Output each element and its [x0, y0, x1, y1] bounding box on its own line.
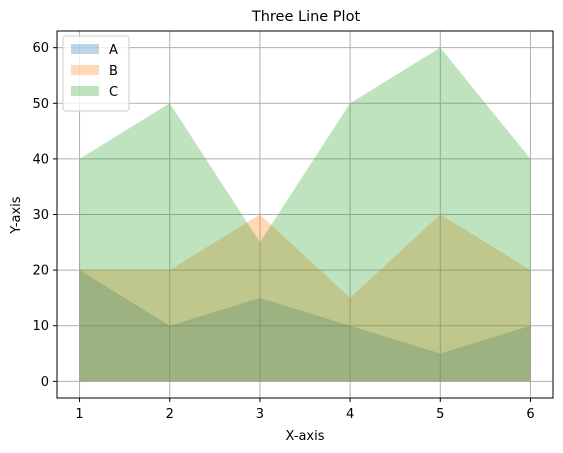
legend-label-b: B	[109, 64, 118, 79]
legend-label-a: A	[109, 43, 118, 58]
y-tick-label-30: 30	[32, 208, 49, 223]
x-axis-ticks: 1 2 3 4 5 6	[75, 398, 535, 422]
x-tick-label-2: 2	[166, 407, 174, 422]
area-series-a	[79, 270, 531, 382]
y-tick-label-40: 40	[32, 152, 49, 167]
x-axis-label: X-axis	[286, 429, 325, 444]
y-tick-label-20: 20	[32, 264, 49, 279]
grid	[57, 31, 553, 398]
y-tick-label-50: 50	[32, 97, 49, 112]
area-series-layer	[79, 47, 531, 382]
legend-swatch-a	[71, 44, 99, 54]
x-tick-label-6: 6	[526, 407, 534, 422]
x-tick-label-1: 1	[75, 407, 83, 422]
x-tick-label-5: 5	[436, 407, 444, 422]
y-tick-label-10: 10	[32, 319, 49, 334]
area-series-c	[79, 47, 531, 382]
legend-swatch-b	[71, 65, 99, 75]
legend-label-c: C	[109, 85, 118, 100]
area-series-b	[79, 214, 531, 382]
legend: ABC	[62, 35, 130, 112]
x-tick-label-4: 4	[346, 407, 354, 422]
legend-swatch-c	[71, 86, 99, 96]
y-axis-label: Y-axis	[9, 196, 24, 234]
y-tick-label-60: 60	[32, 41, 49, 56]
legend-box	[62, 35, 130, 112]
chart-title: Three Line Plot	[251, 9, 361, 25]
x-tick-label-3: 3	[256, 407, 264, 422]
y-tick-label-0: 0	[41, 375, 49, 390]
y-axis-ticks: 0 10 20 30 40 50 60	[32, 41, 57, 390]
